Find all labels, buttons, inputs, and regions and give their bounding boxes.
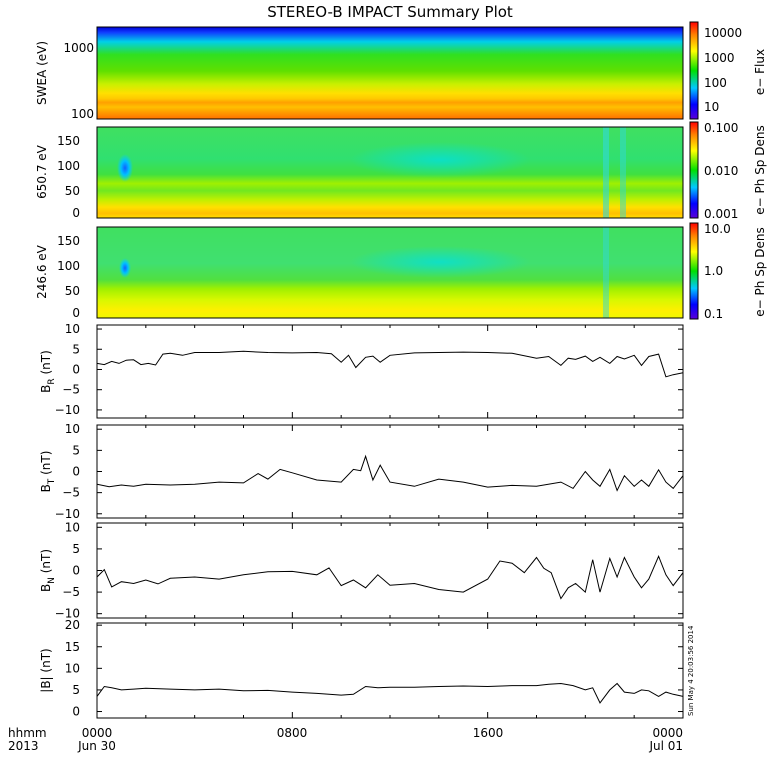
ytick: 0 bbox=[72, 306, 80, 320]
colorbar-psd-246: 10.0 1.0 0.1 e− Ph Sp Dens bbox=[689, 222, 767, 321]
colorbar-psd-650: 0.100 0.010 0.001 e− Ph Sp Dens bbox=[689, 121, 767, 221]
cbar-tick: 100 bbox=[704, 76, 727, 90]
y-tick-label: −5 bbox=[62, 486, 80, 500]
ytick: 50 bbox=[65, 184, 80, 198]
y-tick-label: −5 bbox=[62, 383, 80, 397]
heatmap-246eV bbox=[96, 226, 684, 319]
heatmap-650eV bbox=[96, 126, 684, 219]
cbar-label: e− Flux bbox=[753, 49, 767, 95]
x-label-hhmm: hhmm bbox=[8, 726, 47, 740]
x-label-year: 2013 bbox=[8, 739, 39, 753]
x-tick-label: 0800 bbox=[277, 726, 308, 740]
panel-frame bbox=[96, 622, 684, 719]
y-tick-label: 0 bbox=[72, 564, 80, 578]
cbar-tick: 0.010 bbox=[704, 164, 738, 178]
cbar-tick: 0.100 bbox=[704, 121, 738, 135]
cbar-tick: 10 bbox=[704, 100, 719, 114]
ytick: 100 bbox=[57, 159, 80, 173]
ytick: 150 bbox=[57, 134, 80, 148]
heatmap-swea bbox=[96, 26, 684, 120]
x-tick-date: Jun 30 bbox=[77, 739, 116, 753]
colorbar-flux: 10000 1000 100 10 e− Flux bbox=[689, 21, 767, 120]
cbar-label: e− Ph Sp Dens bbox=[753, 125, 767, 214]
y-axis-label: BR (nT) bbox=[39, 350, 57, 393]
y-tick-label: −10 bbox=[55, 607, 80, 621]
y-axis-label: |B| (nT) bbox=[39, 648, 53, 692]
cbar-tick: 10.0 bbox=[704, 222, 731, 236]
y-tick-label: 10 bbox=[65, 661, 80, 675]
series-line bbox=[96, 554, 684, 600]
y-tick-label: 5 bbox=[72, 683, 80, 697]
timestamp-stamp: Sun May 4 20:03:56 2014 bbox=[687, 625, 695, 716]
series-line bbox=[96, 350, 684, 378]
y-tick-label: 5 bbox=[72, 542, 80, 556]
ylabel-swea: SWEA (eV) bbox=[35, 41, 49, 105]
x-tick-label: 0000 bbox=[82, 726, 113, 740]
y-tick-label: −10 bbox=[55, 507, 80, 521]
cbar-tick: 0.1 bbox=[704, 307, 723, 321]
x-tick-label: 0000 bbox=[652, 726, 683, 740]
ytick: 50 bbox=[65, 284, 80, 298]
x-axis-labels: hhmm 2013 0000 Jun 30 0800 1600 0000 Jul… bbox=[8, 726, 683, 753]
line-panel: 20 15 10 5 0 |B| (nT) bbox=[39, 618, 684, 719]
y-tick-label: 5 bbox=[72, 443, 80, 457]
y-tick-label: 10 bbox=[65, 520, 80, 534]
y-axis-label: BN (nT) bbox=[39, 549, 57, 592]
ytick: 1000 bbox=[63, 41, 94, 55]
plot-title: STEREO-B IMPACT Summary Plot bbox=[267, 3, 513, 21]
ytick: 150 bbox=[57, 234, 80, 248]
ytick: 100 bbox=[71, 107, 94, 121]
x-tick-date: Jul 01 bbox=[648, 739, 683, 753]
y-tick-label: 5 bbox=[72, 342, 80, 356]
y-tick-label: 10 bbox=[65, 422, 80, 436]
panel-frame bbox=[96, 424, 684, 519]
y-tick-label: 20 bbox=[65, 618, 80, 632]
line-panel: 10 5 0 −5 −10 BT (nT) bbox=[39, 422, 684, 521]
y-tick-label: 15 bbox=[65, 640, 80, 654]
y-tick-label: −5 bbox=[62, 585, 80, 599]
ytick: 0 bbox=[72, 206, 80, 220]
y-tick-label: 0 bbox=[72, 362, 80, 376]
y-tick-label: 0 bbox=[72, 465, 80, 479]
x-tick-label: 1600 bbox=[473, 726, 504, 740]
panel-frame bbox=[96, 324, 684, 419]
cbar-label: e− Ph Sp Dens bbox=[753, 227, 767, 316]
y-tick-label: 0 bbox=[72, 705, 80, 719]
series-line bbox=[96, 682, 684, 704]
cbar-tick: 1.0 bbox=[704, 264, 723, 278]
cbar-tick: 1000 bbox=[704, 51, 735, 65]
y-axis-label: BT (nT) bbox=[39, 451, 57, 493]
ytick: 100 bbox=[57, 259, 80, 273]
cbar-tick: 0.001 bbox=[704, 207, 738, 221]
line-panel: 10 5 0 −5 −10 BN (nT) bbox=[39, 520, 684, 621]
line-panel: 10 5 0 −5 −10 BR (nT) bbox=[39, 322, 684, 419]
cbar-tick: 10000 bbox=[704, 26, 742, 40]
magnetic-field-panels: 10 5 0 −5 −10 BR (nT) 10 5 0 −5 −10 BT (nT) 10 5 0 −5 −1… bbox=[39, 322, 684, 719]
ylabel-246: 246.6 eV bbox=[35, 244, 49, 299]
ylabel-650: 650.7 eV bbox=[35, 144, 49, 199]
series-line bbox=[96, 454, 684, 492]
y-tick-label: −10 bbox=[55, 403, 80, 417]
y-tick-label: 10 bbox=[65, 322, 80, 336]
